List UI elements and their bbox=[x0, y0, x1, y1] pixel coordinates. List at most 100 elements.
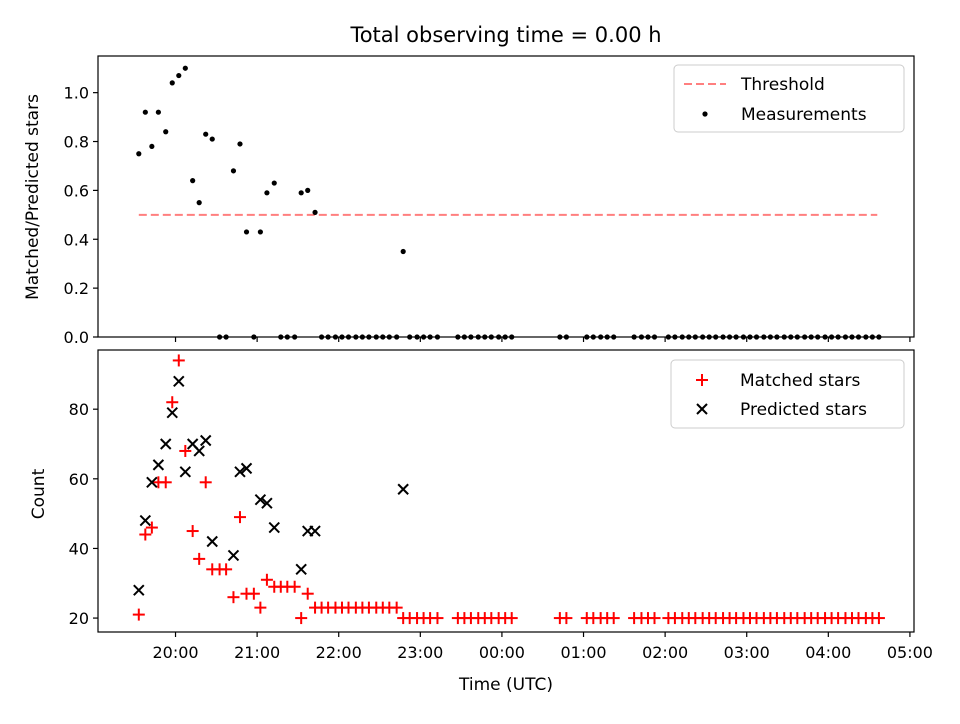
matched-star-point bbox=[390, 601, 403, 614]
matched-star-point bbox=[254, 601, 267, 614]
predicted-star-point bbox=[227, 549, 240, 562]
predicted-star-point bbox=[166, 406, 178, 419]
matched-star-point bbox=[159, 476, 172, 489]
measurement-point bbox=[312, 209, 318, 215]
predicted-star-point bbox=[133, 584, 145, 596]
top-y-tick-label: 0.4 bbox=[64, 230, 89, 249]
matched-legend-label: Matched stars bbox=[740, 371, 860, 391]
chart-title: Total observing time = 0.00 h bbox=[349, 23, 661, 47]
matched-star-point bbox=[186, 525, 199, 538]
matched-star-point bbox=[145, 521, 158, 534]
measurement-point bbox=[136, 151, 142, 157]
matched-star-point bbox=[172, 354, 185, 367]
measurement-point bbox=[196, 200, 202, 206]
matched-star-point bbox=[260, 573, 273, 586]
x-tick-label: 05:00 bbox=[887, 643, 933, 662]
measurement-point bbox=[400, 248, 406, 255]
matched-star-point bbox=[139, 528, 152, 541]
x-tick-label: 03:00 bbox=[724, 643, 770, 662]
x-tick-label: 01:00 bbox=[560, 643, 606, 662]
bottom-y-tick-label: 60 bbox=[69, 470, 89, 489]
x-tick-label: 02:00 bbox=[642, 643, 688, 662]
predicted-star-point bbox=[146, 476, 158, 489]
measurement-point bbox=[243, 229, 250, 235]
measurements-legend-label: Measurements bbox=[741, 105, 867, 125]
measurement-point bbox=[271, 180, 277, 186]
predicted-star-point bbox=[173, 375, 185, 388]
predicted-legend-marker bbox=[696, 403, 708, 415]
measurement-point bbox=[298, 190, 304, 196]
x-tick-label: 20:00 bbox=[152, 643, 198, 662]
bottom-panel: 20 40 60 80 20:00 21:00 22:00 23:00 00:00 01:00 0… bbox=[29, 349, 933, 695]
predicted-star-point bbox=[193, 445, 205, 457]
top-y-tick-label: 0.0 bbox=[64, 328, 89, 347]
x-tick-label: 22:00 bbox=[316, 643, 362, 662]
matched-star-point bbox=[872, 612, 885, 625]
matched-star-point bbox=[431, 612, 444, 625]
matched-star-point bbox=[220, 563, 233, 576]
top-legend-box bbox=[673, 64, 905, 133]
matched-star-point bbox=[199, 476, 212, 489]
predicted-star-point bbox=[234, 466, 246, 478]
top-y-tick-label: 0.6 bbox=[64, 181, 89, 200]
bottom-y-axis-label: Count bbox=[29, 468, 49, 519]
predicted-star-point bbox=[179, 466, 192, 478]
matched-star-point bbox=[560, 612, 573, 625]
measurement-point bbox=[257, 229, 263, 235]
matched-star-point bbox=[166, 396, 179, 409]
matched-star-point bbox=[288, 580, 301, 593]
measurement-point bbox=[163, 129, 169, 135]
measurement-point bbox=[237, 141, 243, 147]
matched-star-point bbox=[648, 612, 661, 625]
bottom-y-tick-label: 80 bbox=[69, 400, 89, 419]
predicted-star-point bbox=[254, 493, 267, 506]
threshold-legend-label: Threshold bbox=[740, 75, 825, 95]
bottom-y-tick-label: 20 bbox=[69, 609, 89, 628]
x-tick-label: 04:00 bbox=[805, 643, 851, 662]
bottom-legend-box bbox=[670, 359, 905, 429]
predicted-star-point bbox=[240, 462, 253, 475]
bottom-y-tick-label: 40 bbox=[69, 539, 89, 558]
predicted-star-point bbox=[206, 535, 218, 548]
x-tick-label: 23:00 bbox=[397, 643, 443, 662]
matched-star-point bbox=[179, 444, 192, 457]
measurements-legend-marker bbox=[702, 111, 708, 117]
top-legend: Threshold Measurements bbox=[673, 64, 905, 133]
matched-legend-marker bbox=[696, 374, 708, 386]
matched-star-point bbox=[193, 552, 206, 565]
matched-star-point bbox=[295, 612, 308, 625]
x-tick-label: 21:00 bbox=[234, 643, 280, 662]
measurement-point bbox=[169, 80, 175, 86]
matched-star-point bbox=[233, 511, 246, 524]
measurement-point bbox=[176, 72, 182, 79]
matched-star-point bbox=[132, 608, 145, 621]
measurement-point bbox=[142, 109, 148, 115]
predicted-star-point bbox=[152, 459, 165, 471]
predicted-star-point bbox=[261, 497, 273, 509]
measurement-point bbox=[203, 131, 209, 137]
top-y-tick-label: 0.2 bbox=[64, 279, 89, 298]
predicted-star-point bbox=[309, 525, 321, 537]
measurement-point bbox=[182, 65, 188, 71]
measurement-point bbox=[190, 178, 196, 184]
matched-star-point bbox=[607, 612, 620, 625]
measurement-point bbox=[230, 168, 237, 174]
bottom-legend: Matched stars Predicted stars bbox=[670, 359, 905, 429]
x-axis-label: Time (UTC) bbox=[458, 675, 553, 695]
predicted-star-point bbox=[139, 514, 152, 527]
top-y-tick-label: 1.0 bbox=[64, 84, 89, 103]
matched-star-point bbox=[301, 587, 314, 600]
predicted-star-point bbox=[268, 521, 280, 534]
measurement-point bbox=[305, 187, 311, 193]
predicted-star-point bbox=[160, 438, 172, 450]
top-y-axis-label: Matched/Predicted stars bbox=[23, 94, 43, 300]
matched-star-point bbox=[247, 587, 260, 600]
predicted-star-point bbox=[200, 434, 212, 447]
predicted-star-point bbox=[397, 483, 409, 495]
top-panel: 0.0 0.2 0.4 0.6 0.8 1.0 Matched/Predicted sta… bbox=[23, 55, 915, 347]
measurement-point bbox=[209, 136, 215, 142]
x-tick-label: 00:00 bbox=[479, 643, 525, 662]
predicted-star-point bbox=[295, 563, 307, 576]
matched-star-point bbox=[227, 591, 240, 604]
